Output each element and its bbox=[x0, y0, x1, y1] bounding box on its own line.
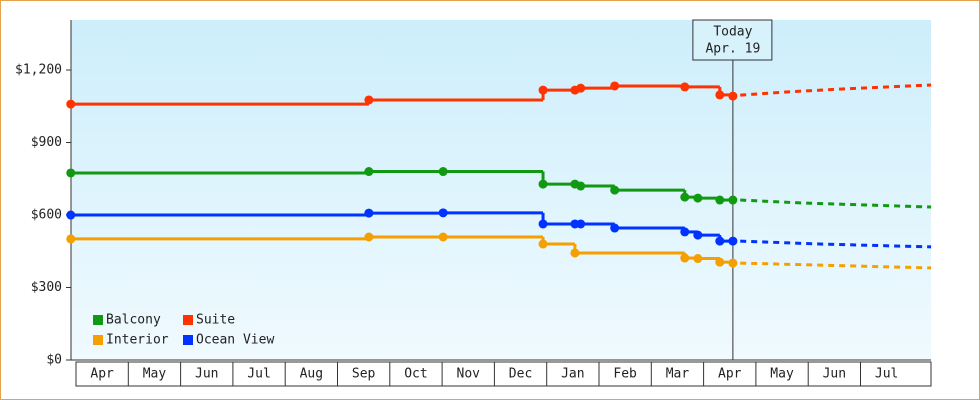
point bbox=[66, 99, 76, 109]
y-tick-label: $0 bbox=[46, 353, 62, 368]
point bbox=[538, 85, 548, 95]
series bbox=[66, 232, 932, 270]
x-tick-label: May bbox=[143, 367, 167, 382]
x-tick-label: Feb bbox=[613, 367, 637, 382]
point bbox=[66, 234, 76, 244]
y-tick-label: $600 bbox=[31, 208, 62, 223]
point bbox=[715, 195, 725, 205]
x-tick-label: Jun bbox=[823, 367, 846, 382]
x-tick-label: Apr bbox=[718, 367, 742, 382]
legend-label: Ocean View bbox=[196, 333, 274, 348]
point bbox=[538, 239, 548, 249]
point bbox=[610, 185, 620, 195]
point bbox=[693, 193, 703, 203]
point bbox=[728, 258, 738, 268]
point bbox=[364, 167, 374, 177]
series bbox=[66, 81, 932, 109]
point bbox=[693, 254, 703, 264]
legend-swatch bbox=[93, 335, 103, 345]
point bbox=[364, 232, 374, 242]
y-tick-label: $900 bbox=[31, 135, 62, 150]
legend-label: Suite bbox=[196, 313, 235, 328]
legend-swatch bbox=[183, 315, 193, 325]
legend-label: Interior bbox=[106, 333, 169, 348]
point bbox=[66, 210, 76, 220]
today-box bbox=[692, 19, 773, 61]
forecast-line bbox=[740, 83, 932, 97]
point bbox=[715, 257, 725, 267]
point bbox=[576, 219, 586, 229]
x-tick-label: Aug bbox=[300, 367, 323, 382]
series bbox=[66, 208, 932, 249]
point bbox=[693, 230, 703, 240]
point bbox=[538, 179, 548, 189]
point bbox=[576, 83, 586, 93]
point bbox=[438, 167, 448, 177]
legend-swatch bbox=[93, 315, 103, 325]
point bbox=[570, 248, 580, 258]
forecast-line bbox=[740, 198, 932, 209]
x-tick-label: Nov bbox=[457, 367, 481, 382]
point bbox=[610, 223, 620, 233]
point bbox=[715, 90, 725, 100]
x-axis-band bbox=[75, 361, 932, 387]
x-tick-label: Sep bbox=[352, 367, 376, 382]
today-label: Today bbox=[713, 25, 752, 40]
point bbox=[610, 81, 620, 91]
x-tick-label: Apr bbox=[90, 367, 114, 382]
point bbox=[66, 168, 76, 178]
today-label: Apr. 19 bbox=[705, 42, 760, 57]
point bbox=[438, 232, 448, 242]
point bbox=[680, 192, 690, 202]
point bbox=[364, 95, 374, 105]
forecast-line bbox=[740, 239, 932, 249]
x-tick-label: Jan bbox=[561, 367, 584, 382]
x-tick-label: Jul bbox=[875, 367, 898, 382]
x-tick-label: May bbox=[770, 367, 794, 382]
point bbox=[680, 227, 690, 237]
legend-label: Balcony bbox=[106, 313, 161, 328]
y-tick-label: $300 bbox=[31, 280, 62, 295]
point bbox=[728, 236, 738, 246]
point bbox=[680, 253, 690, 263]
point bbox=[728, 195, 738, 205]
point bbox=[364, 208, 374, 218]
point bbox=[576, 181, 586, 191]
x-tick-label: Mar bbox=[666, 367, 690, 382]
point bbox=[728, 91, 738, 101]
point bbox=[680, 82, 690, 92]
x-tick-label: Dec bbox=[509, 367, 532, 382]
plot-area bbox=[71, 20, 931, 360]
legend-swatch bbox=[183, 335, 193, 345]
forecast-line bbox=[740, 261, 932, 270]
x-tick-label: Oct bbox=[404, 367, 427, 382]
x-tick-label: Jun bbox=[195, 367, 218, 382]
point bbox=[715, 236, 725, 246]
x-tick-label: Jul bbox=[247, 367, 270, 382]
point bbox=[538, 219, 548, 229]
point bbox=[438, 208, 448, 218]
y-tick-label: $1,200 bbox=[15, 63, 62, 78]
series bbox=[66, 167, 932, 209]
